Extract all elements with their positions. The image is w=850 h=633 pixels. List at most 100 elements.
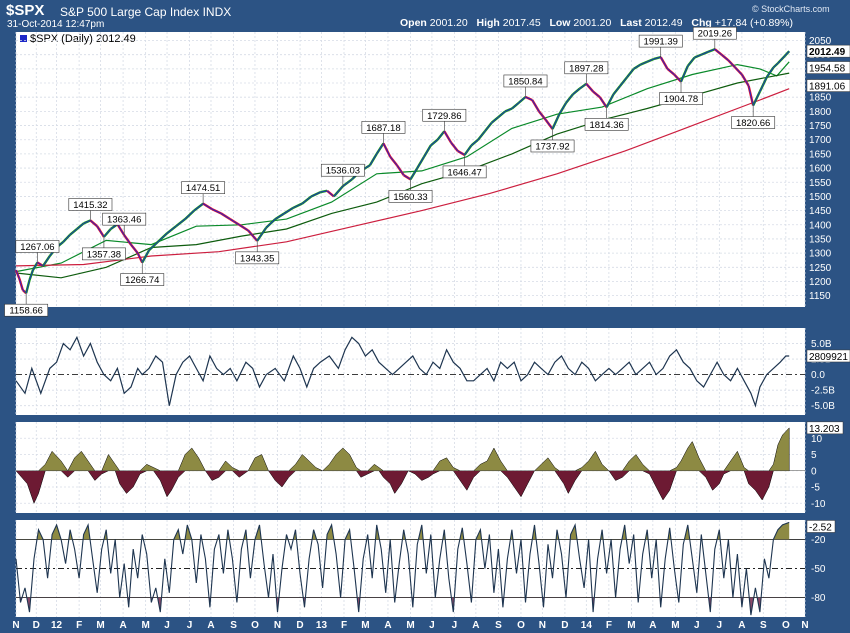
price-bar xyxy=(42,255,51,267)
price-bar xyxy=(766,67,774,78)
price-bar xyxy=(389,156,398,166)
x-tick-label: J xyxy=(164,620,170,631)
x-tick-label: M xyxy=(361,620,369,631)
price-bar xyxy=(640,61,648,66)
x-tick-label: J xyxy=(717,620,723,631)
price-bar xyxy=(175,218,186,227)
y-tick-label: 2050 xyxy=(809,36,832,47)
y-tick-label: -50 xyxy=(811,564,826,575)
y-tick-label: -5.0B xyxy=(811,401,835,412)
annotation-box xyxy=(320,163,365,177)
annotation-label: 2019.26 xyxy=(698,29,732,40)
x-tick-label: J xyxy=(429,620,435,631)
price-bar xyxy=(166,225,177,234)
price-bar xyxy=(633,64,641,70)
last-value-tag xyxy=(806,520,836,533)
high-value: 2017.45 xyxy=(502,17,541,29)
price-bar xyxy=(148,241,159,251)
x-tick-label: 13 xyxy=(316,620,328,631)
price-bar xyxy=(275,213,285,220)
y-tick-label: 1250 xyxy=(809,263,832,274)
price-bar xyxy=(694,54,702,58)
price-bar xyxy=(311,191,321,197)
open-value: 2001.20 xyxy=(429,17,468,29)
exchange-name: INDX xyxy=(202,5,232,19)
price-bar xyxy=(552,114,560,130)
x-tick-label: J xyxy=(452,620,458,631)
y-tick-label: -10 xyxy=(811,499,826,510)
ohlc-summary: Open 2001.20 High 2017.45 Low 2001.20 La… xyxy=(400,17,793,29)
x-tick-label: F xyxy=(341,620,347,631)
price-bar xyxy=(130,244,139,254)
y-tick-label: 1300 xyxy=(809,249,832,260)
price-bar xyxy=(572,88,580,95)
price-tag-label: 1954.58 xyxy=(809,64,846,75)
y-tick-label: 1500 xyxy=(809,192,832,203)
histogram-positive-area xyxy=(15,427,790,472)
annotation-box xyxy=(102,212,147,226)
y-tick-label: 10 xyxy=(811,434,823,445)
y-tick-label: 5.0B xyxy=(811,339,832,350)
price-bar xyxy=(558,102,567,115)
x-tick-label: D xyxy=(33,620,40,631)
chg-value: +17.84 (+0.89%) xyxy=(714,17,793,29)
last-value: 2012.49 xyxy=(644,17,683,29)
annotation-label: 1814.36 xyxy=(589,120,623,131)
annotation-label: 1363.46 xyxy=(107,215,141,226)
last-value-label: 2809921 xyxy=(809,352,848,363)
price-bar xyxy=(25,279,30,294)
price-bar xyxy=(123,234,132,245)
price-bar xyxy=(342,179,353,187)
x-tick-label: S xyxy=(760,620,767,631)
low-value: 2001.20 xyxy=(573,17,612,29)
annotation-box xyxy=(4,303,49,317)
x-tick-label: D xyxy=(561,620,568,631)
moving-average-line xyxy=(15,88,790,267)
x-tick-label: O xyxy=(251,620,259,631)
x-tick-label: D xyxy=(296,620,303,631)
last-value-label: 13.203 xyxy=(809,424,840,435)
oscillator-line xyxy=(15,335,790,408)
y-tick-label: -80 xyxy=(811,593,826,604)
annotation-label: 1646.47 xyxy=(447,167,481,178)
price-bar xyxy=(518,96,526,104)
open-label: Open xyxy=(400,17,427,29)
y-tick-label: 5 xyxy=(811,450,817,461)
x-tick-label: M xyxy=(141,620,149,631)
price-bar xyxy=(752,91,761,106)
price-bar xyxy=(511,102,519,109)
high-label: High xyxy=(476,17,500,29)
annotation-box xyxy=(388,190,433,203)
price-bar xyxy=(701,51,709,56)
annotation-box xyxy=(530,139,575,153)
price-bar xyxy=(464,145,472,156)
price-bar xyxy=(293,203,303,209)
instrument-name: S&P 500 Large Cap Index INDX xyxy=(60,5,231,19)
price-bar xyxy=(416,156,425,169)
annotation-box xyxy=(692,26,737,40)
annotation-label: 1820.66 xyxy=(736,118,770,129)
price-bar xyxy=(599,96,607,108)
annotation-box xyxy=(422,108,467,122)
x-tick-label: 12 xyxy=(51,620,63,631)
annotation-label: 1474.51 xyxy=(186,183,220,194)
price-bar xyxy=(759,77,768,92)
price-bar xyxy=(443,131,452,143)
price-bar xyxy=(326,190,335,197)
price-bar xyxy=(498,111,506,118)
last-value-tag xyxy=(806,421,844,435)
last-value-tag xyxy=(806,349,850,363)
price-bar xyxy=(579,83,587,90)
annotation-box xyxy=(442,165,487,179)
price-bar xyxy=(256,227,267,242)
x-tick-label: A xyxy=(649,620,656,631)
price-bar xyxy=(117,223,125,236)
williams-r-line xyxy=(15,521,790,616)
x-tick-label: N xyxy=(274,620,281,631)
y-tick-label: 1600 xyxy=(809,164,832,175)
price-tag xyxy=(806,44,850,58)
x-tick-label: M xyxy=(96,620,104,631)
annotation-label: 1687.18 xyxy=(366,123,400,134)
annotation-label: 1560.33 xyxy=(393,192,427,203)
price-bar xyxy=(320,190,328,193)
